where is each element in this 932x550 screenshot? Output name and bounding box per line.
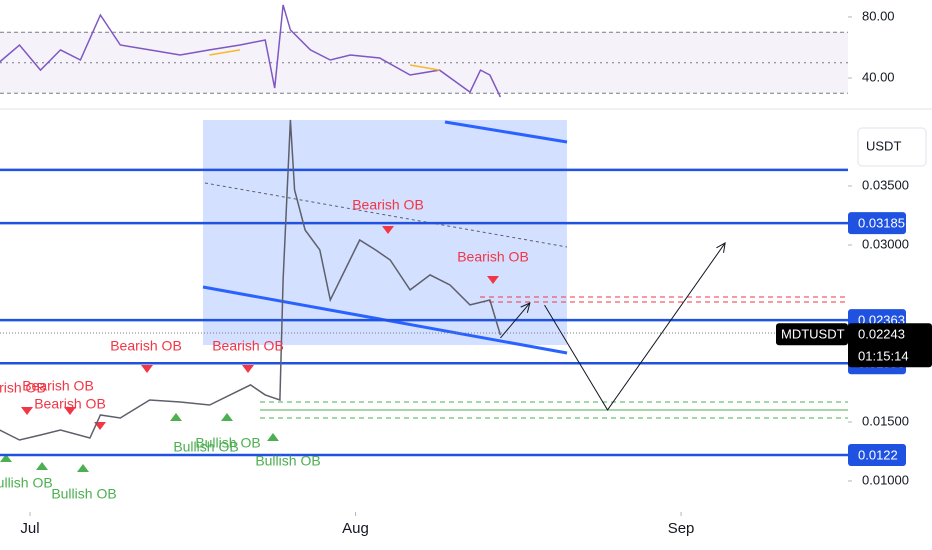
bullish-ob-label: Bullish OB: [195, 435, 260, 451]
level-label: 0.03185: [858, 216, 905, 231]
level-label: 0.0122: [858, 447, 898, 462]
projection: [500, 302, 531, 339]
last-price: 0.02243: [858, 327, 905, 342]
level-label-box: [848, 444, 906, 467]
bearish-ob-label: Bearish OB: [22, 378, 94, 394]
rsi-band: [0, 32, 848, 93]
y-tick-label: 80.00: [862, 8, 895, 23]
projection: [544, 242, 726, 411]
symbol: MDTUSDT: [781, 327, 845, 342]
bullish-ob-label: Bullish OB: [51, 486, 116, 502]
bearish-ob-label: Bearish OB: [457, 249, 529, 265]
currency-box[interactable]: [857, 127, 927, 167]
series-line: [0, 119, 502, 441]
bullish-ob-label: Bullish OB: [255, 453, 320, 469]
bearish-ob-label: Bearish OB: [212, 338, 284, 354]
bearish-marker: [21, 226, 499, 430]
channel-box: [203, 120, 567, 345]
x-tick-label: Sep: [668, 520, 695, 537]
countdown: 01:15:14: [858, 349, 909, 364]
y-tick-label: 0.01000: [862, 472, 909, 487]
bullish-ob-label: Bullish OB: [0, 475, 53, 491]
bearish-ob-label: Bearish OB: [352, 197, 424, 213]
price-box: [848, 323, 932, 368]
bearish-ob-label: Bearish OB: [34, 396, 106, 412]
bearish-ob-label: Bearish OB: [0, 380, 46, 396]
bullish-ob-label: Bullish OB: [173, 439, 238, 455]
y-tick-label: 40.00: [862, 69, 895, 84]
x-tick-label: Aug: [342, 520, 369, 537]
arrow-head: [520, 302, 531, 313]
y-tick-label: 0.03500: [862, 177, 909, 192]
currency: USDT: [866, 138, 901, 153]
channel-mid: [204, 182, 568, 248]
arrow-head: [716, 242, 726, 253]
bearish-ob-label: Bearish OB: [110, 338, 182, 354]
symbol-box: [776, 323, 848, 346]
y-tick-label: 0.01500: [862, 413, 909, 428]
channel-upper: [444, 120, 568, 144]
level-label-box: [848, 212, 906, 235]
x-tick-label: Jul: [20, 520, 39, 537]
y-tick-label: 0.03000: [862, 236, 909, 251]
